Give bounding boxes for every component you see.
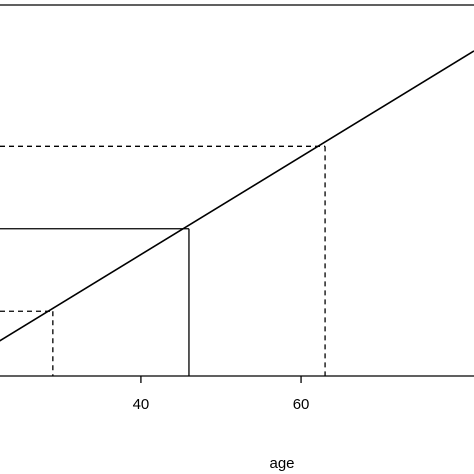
- x-axis-label: age: [269, 455, 294, 472]
- x-tick-label-60: 60: [293, 396, 310, 413]
- x-tick-label-40: 40: [133, 396, 150, 413]
- series-line-1: [0, 50, 474, 342]
